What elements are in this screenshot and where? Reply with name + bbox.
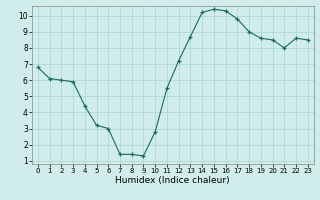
X-axis label: Humidex (Indice chaleur): Humidex (Indice chaleur) <box>116 176 230 185</box>
